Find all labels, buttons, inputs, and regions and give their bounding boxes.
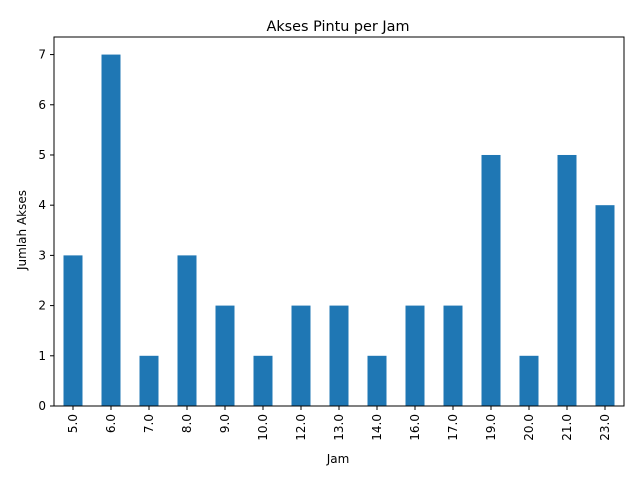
bar-21.0	[557, 154, 577, 406]
bar-8.0	[177, 255, 197, 406]
bar-23.0	[595, 205, 615, 406]
y-tick-label: 2	[38, 299, 46, 313]
y-tick-label: 0	[38, 399, 46, 413]
y-axis-label: Jumlah Akses	[15, 190, 29, 271]
bar-9.0	[215, 305, 235, 406]
x-tick-label: 21.0	[560, 414, 574, 441]
x-tick-label: 5.0	[66, 414, 80, 433]
bar-10.0	[253, 355, 273, 406]
axes-group: 5.0 6.0 7.0 8.0 9.0 10.0 12.0 13.0 14.0 16.0 17.0 1…	[38, 36, 625, 441]
x-tick-label: 14.0	[370, 414, 384, 441]
x-tick-label: 10.0	[256, 414, 270, 441]
bar-7.0	[139, 355, 159, 406]
x-tick-label: 17.0	[446, 414, 460, 441]
y-tick-label: 5	[38, 148, 46, 162]
bar-17.0	[443, 305, 463, 406]
y-tick-label: 1	[38, 349, 46, 363]
x-tick-label: 8.0	[180, 414, 194, 433]
y-tick-label: 7	[38, 48, 46, 62]
plot-frame	[53, 36, 625, 407]
bar-20.0	[519, 355, 539, 406]
bar-5.0	[63, 255, 83, 406]
x-tick-label: 23.0	[598, 414, 612, 441]
y-tick-label: 4	[38, 198, 46, 212]
x-tick-label: 12.0	[294, 414, 308, 441]
bar-6.0	[101, 54, 121, 406]
bar-12.0	[291, 305, 311, 406]
bar-13.0	[329, 305, 349, 406]
x-axis-label: Jam	[326, 452, 350, 466]
x-tick-label: 20.0	[522, 414, 536, 441]
x-tick-label: 19.0	[484, 414, 498, 441]
chart-title: Akses Pintu per Jam	[267, 19, 410, 35]
x-tick-label: 16.0	[408, 414, 422, 441]
x-tick-label: 7.0	[142, 414, 156, 433]
y-tick-label: 6	[38, 98, 46, 112]
x-tick-label: 13.0	[332, 414, 346, 441]
y-tick-label: 3	[38, 248, 46, 262]
bar-14.0	[367, 355, 387, 406]
x-tick-label: 9.0	[218, 414, 232, 433]
bar-19.0	[481, 154, 501, 406]
bar-16.0	[405, 305, 425, 406]
bars-group	[63, 54, 615, 406]
x-tick-label: 6.0	[104, 414, 118, 433]
